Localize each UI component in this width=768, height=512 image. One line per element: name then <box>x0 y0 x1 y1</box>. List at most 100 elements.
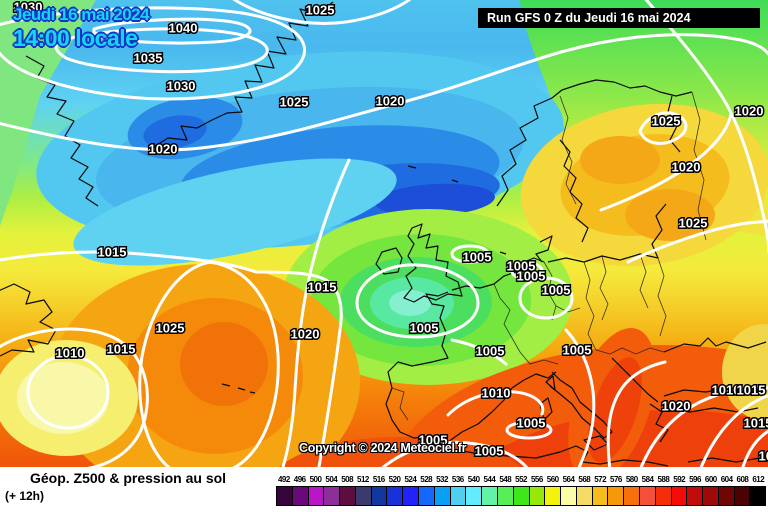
scale-color-block <box>324 487 340 505</box>
legend-panel: Géop. Z500 & pression au sol (+ 12h) 492… <box>0 467 768 512</box>
country-borders <box>391 91 707 421</box>
pressure-label: 1010 <box>712 382 741 397</box>
scale-color-block <box>545 487 561 505</box>
scale-tick: 508 <box>341 475 354 484</box>
map-canvas: 1030 1040 1035 1025 1030 1020 1025 1020 1025 1020… <box>0 0 768 467</box>
scale-color-block <box>592 487 608 505</box>
scale-tick: 552 <box>515 475 528 484</box>
scale-tick: 604 <box>720 475 733 484</box>
scale-color-block <box>718 487 734 505</box>
pressure-label: 1015 <box>737 382 766 397</box>
pressure-label: 1015 <box>744 415 768 430</box>
pressure-label: 1040 <box>169 20 198 35</box>
scale-color-block <box>608 487 624 505</box>
scale-color-block <box>497 487 513 505</box>
scale-tick: 548 <box>499 475 512 484</box>
scale-color-block <box>750 487 766 505</box>
scale-tick: 588 <box>657 475 670 484</box>
scale-tick: 528 <box>420 475 433 484</box>
scale-tick: 592 <box>673 475 686 484</box>
scale-tick: 536 <box>451 475 464 484</box>
pressure-label: 1020 <box>291 326 320 341</box>
pressure-label: 1005 <box>475 443 504 458</box>
scale-tick: 540 <box>467 475 480 484</box>
pressure-label: 1005 <box>517 268 546 283</box>
pressure-label: 1025 <box>679 215 708 230</box>
pressure-label: 1005 <box>507 258 536 273</box>
scale-tick: 516 <box>372 475 385 484</box>
scale-tick: 612 <box>752 475 765 484</box>
scale-color-block <box>308 487 324 505</box>
pressure-label: 1030 <box>14 0 43 14</box>
scale-color-block <box>561 487 576 505</box>
pressure-label: 1020 <box>672 159 701 174</box>
scale-color-block <box>419 487 434 505</box>
pressure-label: 1005 <box>542 282 571 297</box>
scale-tick: 608 <box>736 475 749 484</box>
scale-color-block <box>576 487 592 505</box>
pressure-label: 1005 <box>419 432 448 447</box>
pressure-label: 1005 <box>563 342 592 357</box>
pressure-label: 1020 <box>662 398 691 413</box>
scale-color-block <box>482 487 497 505</box>
pressure-label: 1025 <box>306 2 335 17</box>
pressure-label: 1005 <box>476 343 505 358</box>
scale-color-block <box>671 487 687 505</box>
pressure-label: 1020 <box>735 103 764 118</box>
scale-color-block <box>513 487 529 505</box>
pressure-label: 1030 <box>167 78 196 93</box>
scale-color-block <box>387 487 403 505</box>
scale-tick: 496 <box>293 475 306 484</box>
scale-color-block <box>639 487 655 505</box>
scale-tick: 572 <box>594 475 607 484</box>
scale-tick: 524 <box>404 475 417 484</box>
pressure-label: 1025 <box>652 113 681 128</box>
scale-color-block <box>703 487 718 505</box>
chart-title: Géop. Z500 & pression au sol <box>30 470 227 486</box>
scale-color-block <box>529 487 545 505</box>
scale-tick: 520 <box>388 475 401 484</box>
scale-blocks <box>276 486 766 506</box>
scale-ticks: 492 496 500 504 508 512 516 520 524 528 532 536 540 5… <box>276 474 766 485</box>
isobar-contours <box>0 0 768 467</box>
scale-tick: 560 <box>546 475 559 484</box>
scale-color-block <box>466 487 482 505</box>
scale-color-block <box>624 487 639 505</box>
pressure-label: 1015 <box>98 244 127 259</box>
scale-color-block <box>371 487 387 505</box>
pressure-label: 1010 <box>56 345 85 360</box>
scale-color-block <box>403 487 419 505</box>
scale-tick: 576 <box>610 475 622 484</box>
pressure-label: 1015 <box>759 448 768 463</box>
scale-color-block <box>687 487 703 505</box>
pressure-label: 1015 <box>107 341 136 356</box>
scale-color-block <box>434 487 450 505</box>
scale-color-block <box>340 487 355 505</box>
date-label: Jeudi 16 mai 2024 <box>13 5 150 24</box>
scale-color-block <box>292 487 308 505</box>
pressure-label: 1025 <box>280 94 309 109</box>
scale-color-block <box>655 487 671 505</box>
scale-tick: 500 <box>309 475 322 484</box>
pressure-label: 1035 <box>134 50 163 65</box>
map-graphic: 1030 1040 1035 1025 1030 1020 1025 1020 1025 1020… <box>0 0 768 467</box>
scale-color-block <box>734 487 750 505</box>
scale-tick: 556 <box>530 475 543 484</box>
pressure-label: 1020 <box>376 93 405 108</box>
pressure-label: 1025 <box>156 320 185 335</box>
time-label: 14:00 locale <box>13 25 138 51</box>
pressure-label: 1010 <box>482 385 511 400</box>
color-scale: 492 496 500 504 508 512 516 520 524 528 532 536 540 5… <box>276 474 766 506</box>
pressure-label: 1005 <box>410 320 439 335</box>
scale-color-block <box>355 487 371 505</box>
scale-color-block <box>450 487 466 505</box>
scale-tick: 564 <box>562 475 575 484</box>
copyright-label: Copyright © 2024 Meteociel.fr <box>299 441 467 455</box>
pressure-label: 1005 <box>463 249 492 264</box>
scale-tick: 532 <box>436 475 448 484</box>
scale-tick: 544 <box>483 475 496 484</box>
scale-tick: 584 <box>641 475 654 484</box>
scale-tick: 580 <box>625 475 638 484</box>
pressure-label: 1015 <box>308 279 337 294</box>
